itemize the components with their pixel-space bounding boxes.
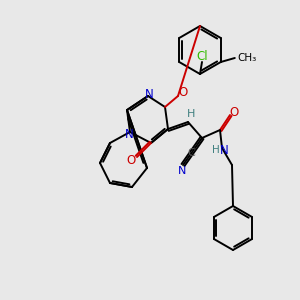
Text: O: O xyxy=(230,106,238,119)
Text: C: C xyxy=(187,148,195,158)
Text: H: H xyxy=(212,145,220,155)
Text: N: N xyxy=(178,166,186,176)
Text: N: N xyxy=(145,88,153,101)
Text: O: O xyxy=(126,154,136,167)
Text: N: N xyxy=(220,143,228,157)
Text: O: O xyxy=(178,85,188,98)
Text: Cl: Cl xyxy=(196,50,208,64)
Text: H: H xyxy=(187,109,195,119)
Text: N: N xyxy=(124,128,134,140)
Text: CH₃: CH₃ xyxy=(238,53,257,63)
